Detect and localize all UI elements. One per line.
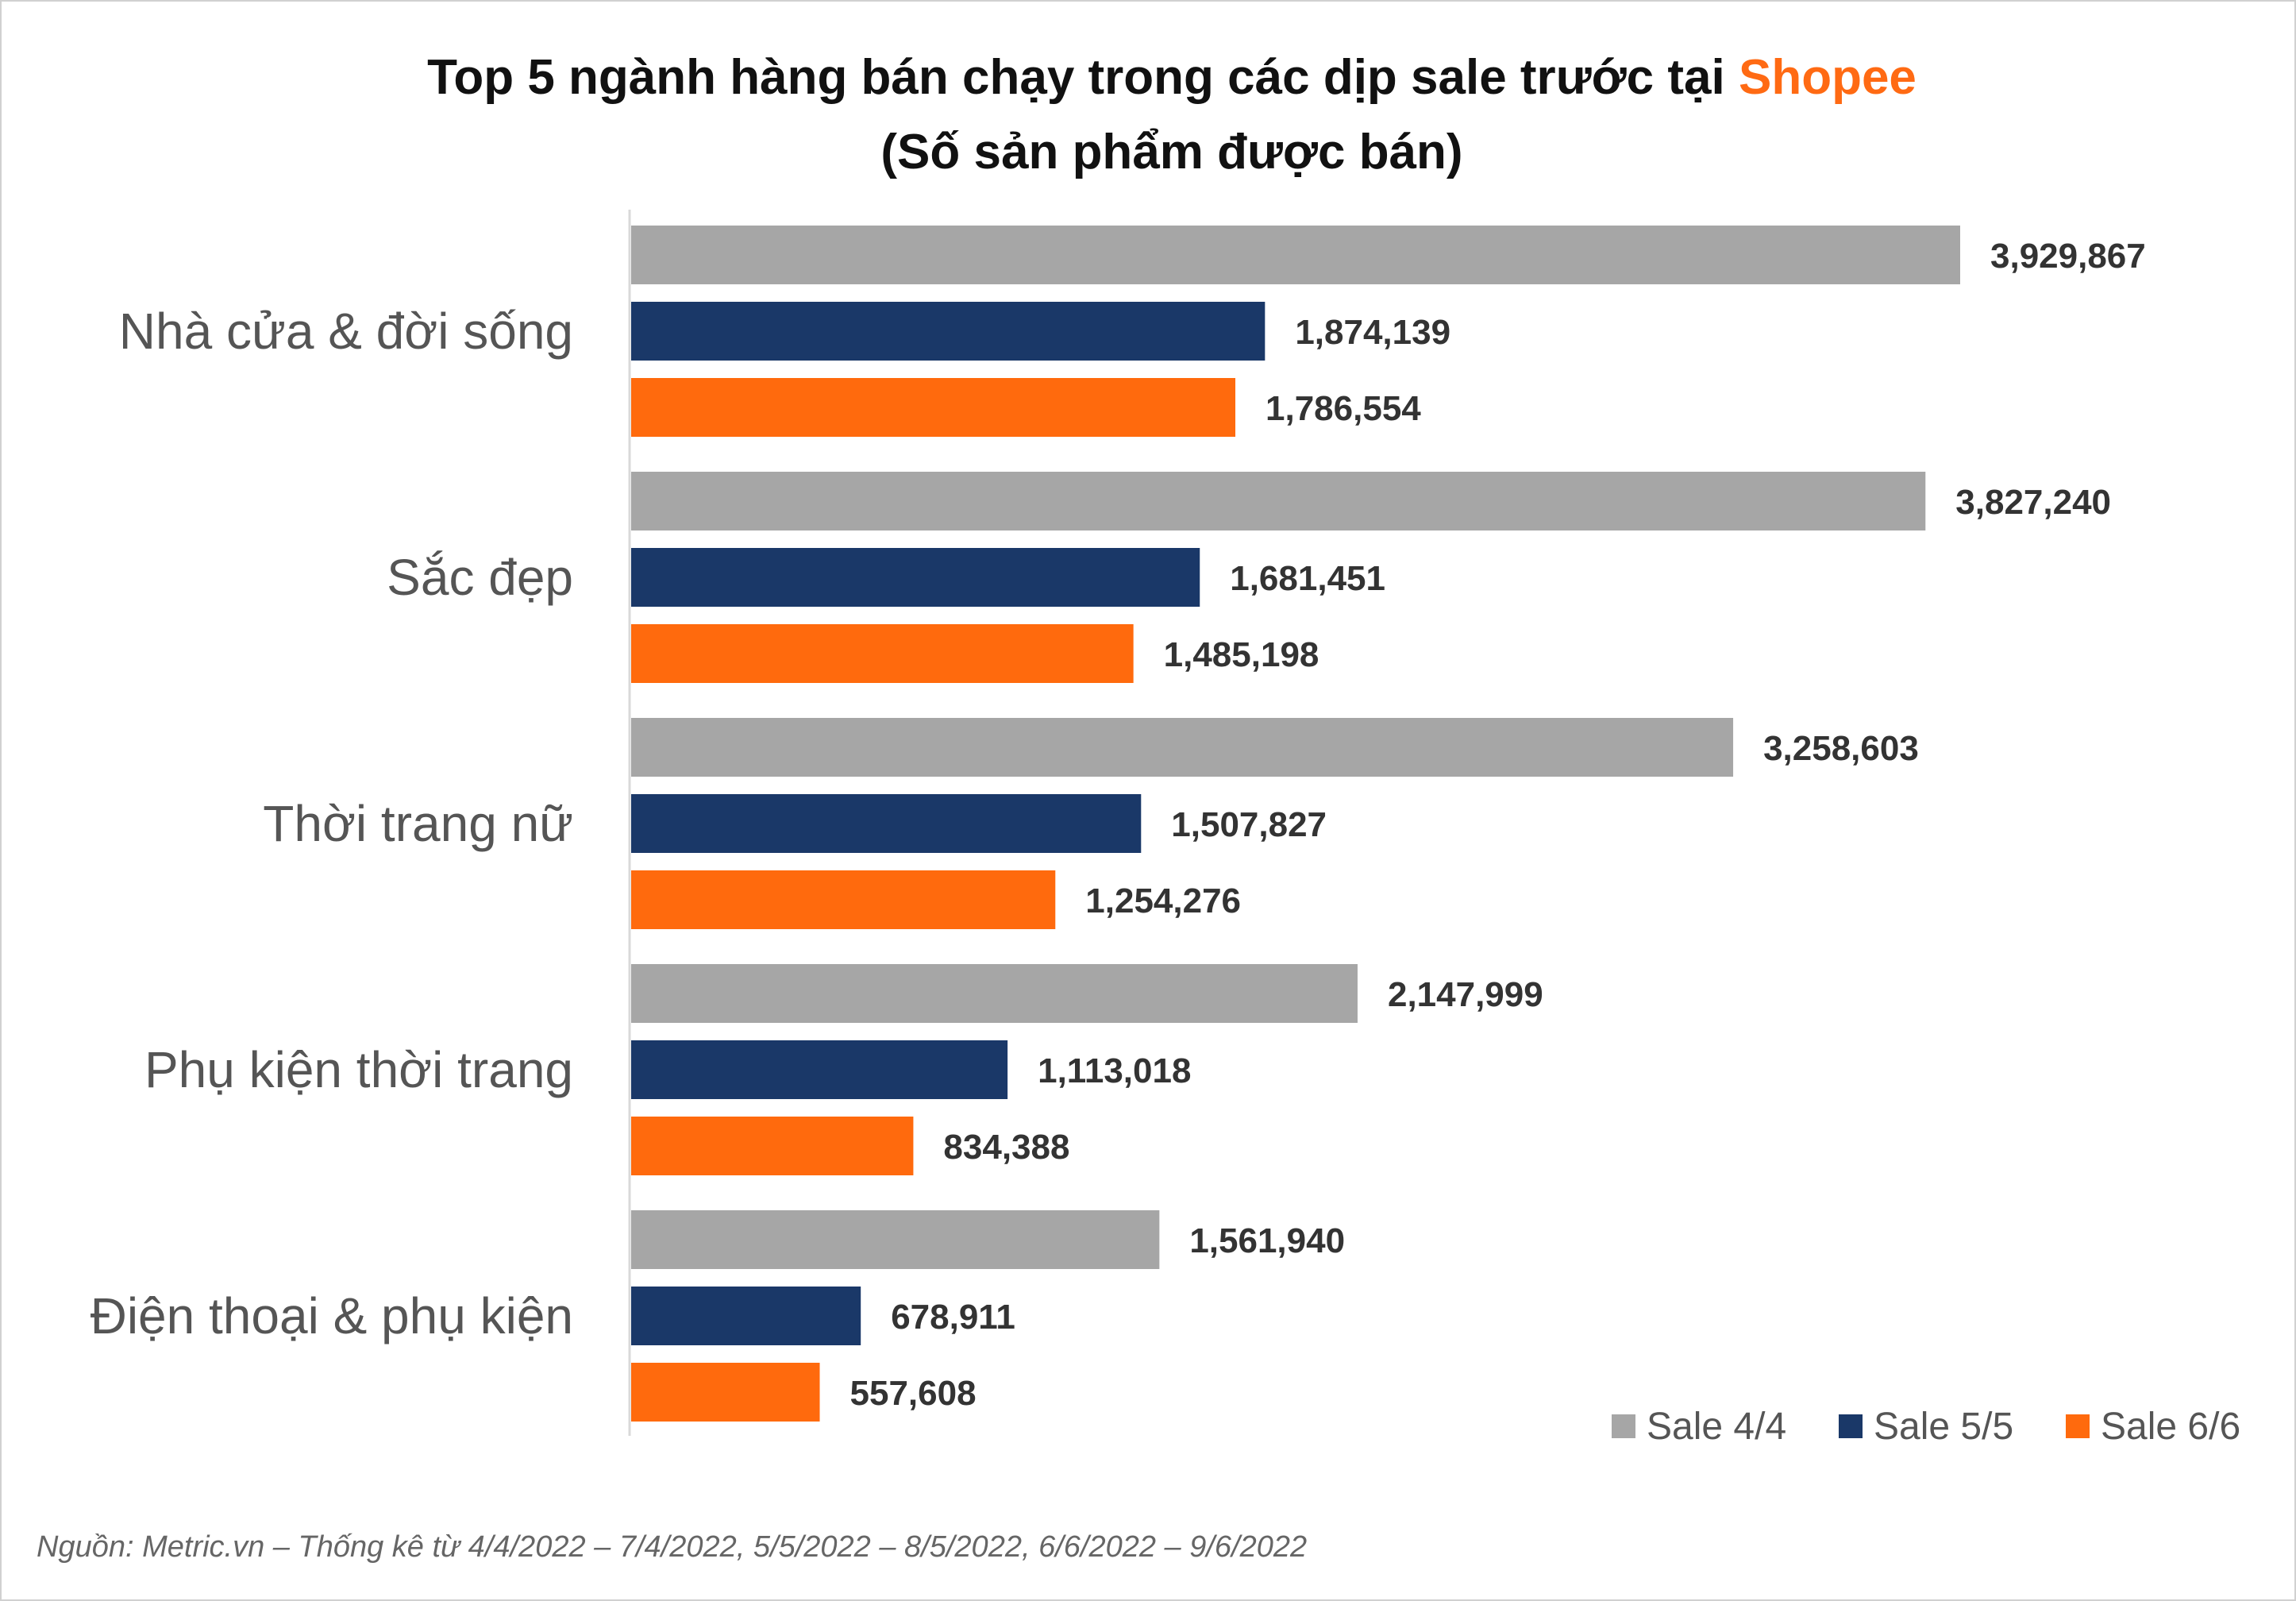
source-note: Nguồn: Metric.vn – Thống kê từ 4/4/2022 … — [37, 1530, 1307, 1564]
legend-label-sale-6-6: Sale 6/6 — [2101, 1406, 2240, 1448]
value-label-sale-6-6-dien-thoai-phu-kien: 557,608 — [850, 1374, 977, 1413]
category-label-thoi-trang-nu: Thời trang nữ — [263, 795, 573, 852]
legend-label-sale-5-5: Sale 5/5 — [1874, 1406, 2013, 1448]
category-label-dien-thoai-phu-kien: Điện thoại & phụ kiện — [91, 1287, 573, 1344]
bar-sale-6-6-nha-cua-doi-song — [631, 378, 1236, 437]
value-label-sale-6-6-phu-kien-thoi-trang: 834,388 — [943, 1128, 1069, 1167]
bar-sale-4-4-dien-thoai-phu-kien — [631, 1210, 1160, 1269]
bar-sale-5-5-thoi-trang-nu — [631, 794, 1142, 853]
value-label-sale-4-4-phu-kien-thoi-trang: 2,147,999 — [1388, 975, 1543, 1014]
value-label-sale-6-6-nha-cua-doi-song: 1,786,554 — [1265, 389, 1421, 428]
value-label-sale-4-4-dien-thoai-phu-kien: 1,561,940 — [1189, 1221, 1345, 1260]
value-label-sale-5-5-sac-dep: 1,681,451 — [1230, 559, 1385, 598]
bar-sale-6-6-sac-dep — [631, 624, 1134, 683]
bar-sale-5-5-sac-dep — [631, 548, 1200, 607]
bar-sale-6-6-dien-thoai-phu-kien — [631, 1363, 820, 1422]
value-label-sale-6-6-sac-dep: 1,485,198 — [1164, 635, 1319, 674]
legend-swatch-sale-4-4 — [1612, 1414, 1635, 1438]
category-label-nha-cua-doi-song: Nhà cửa & đời sống — [119, 303, 573, 360]
bar-sale-5-5-phu-kien-thoi-trang — [631, 1040, 1008, 1099]
value-label-sale-6-6-thoi-trang-nu: 1,254,276 — [1085, 882, 1241, 920]
bar-sale-6-6-thoi-trang-nu — [631, 870, 1056, 929]
chart-title-main: Top 5 ngành hàng bán chạy trong các dịp … — [427, 50, 1725, 105]
bar-sale-4-4-thoi-trang-nu — [631, 718, 1734, 777]
legend: Sale 4/4 Sale 5/5 Sale 6/6 — [1612, 1406, 2240, 1448]
value-label-sale-5-5-dien-thoai-phu-kien: 678,911 — [891, 1298, 1015, 1337]
value-label-sale-4-4-sac-dep: 3,827,240 — [1955, 483, 2111, 522]
legend-label-sale-4-4: Sale 4/4 — [1647, 1406, 1786, 1448]
legend-swatch-sale-6-6 — [2066, 1414, 2090, 1438]
category-label-phu-kien-thoi-trang: Phụ kiện thời trang — [144, 1041, 573, 1098]
chart-title: Top 5 ngành hàng bán chạy trong các dịp … — [427, 50, 1917, 105]
bar-sale-5-5-dien-thoai-phu-kien — [631, 1287, 861, 1345]
value-label-sale-5-5-nha-cua-doi-song: 1,874,139 — [1295, 313, 1450, 352]
category-label-sac-dep: Sắc đẹp — [387, 549, 573, 606]
bar-sale-4-4-nha-cua-doi-song — [631, 226, 1960, 284]
bar-sale-6-6-phu-kien-thoi-trang — [631, 1117, 914, 1175]
value-label-sale-4-4-nha-cua-doi-song: 3,929,867 — [1990, 237, 2146, 276]
chart-title-highlight: Shopee — [1739, 50, 1917, 105]
bar-sale-4-4-sac-dep — [631, 472, 1926, 530]
value-label-sale-5-5-phu-kien-thoi-trang: 1,113,018 — [1038, 1051, 1191, 1090]
bar-sale-4-4-phu-kien-thoi-trang — [631, 964, 1358, 1023]
value-label-sale-4-4-thoi-trang-nu: 3,258,603 — [1763, 729, 1919, 768]
chart-subtitle: (Số sản phẩm được bán) — [880, 125, 1462, 179]
value-label-sale-5-5-thoi-trang-nu: 1,507,827 — [1171, 805, 1327, 844]
legend-swatch-sale-5-5 — [1839, 1414, 1863, 1438]
bars-layer: Nhà cửa & đời sống 3,929,867 1,874,139 1,78… — [91, 226, 2146, 1422]
bar-sale-5-5-nha-cua-doi-song — [631, 302, 1265, 361]
